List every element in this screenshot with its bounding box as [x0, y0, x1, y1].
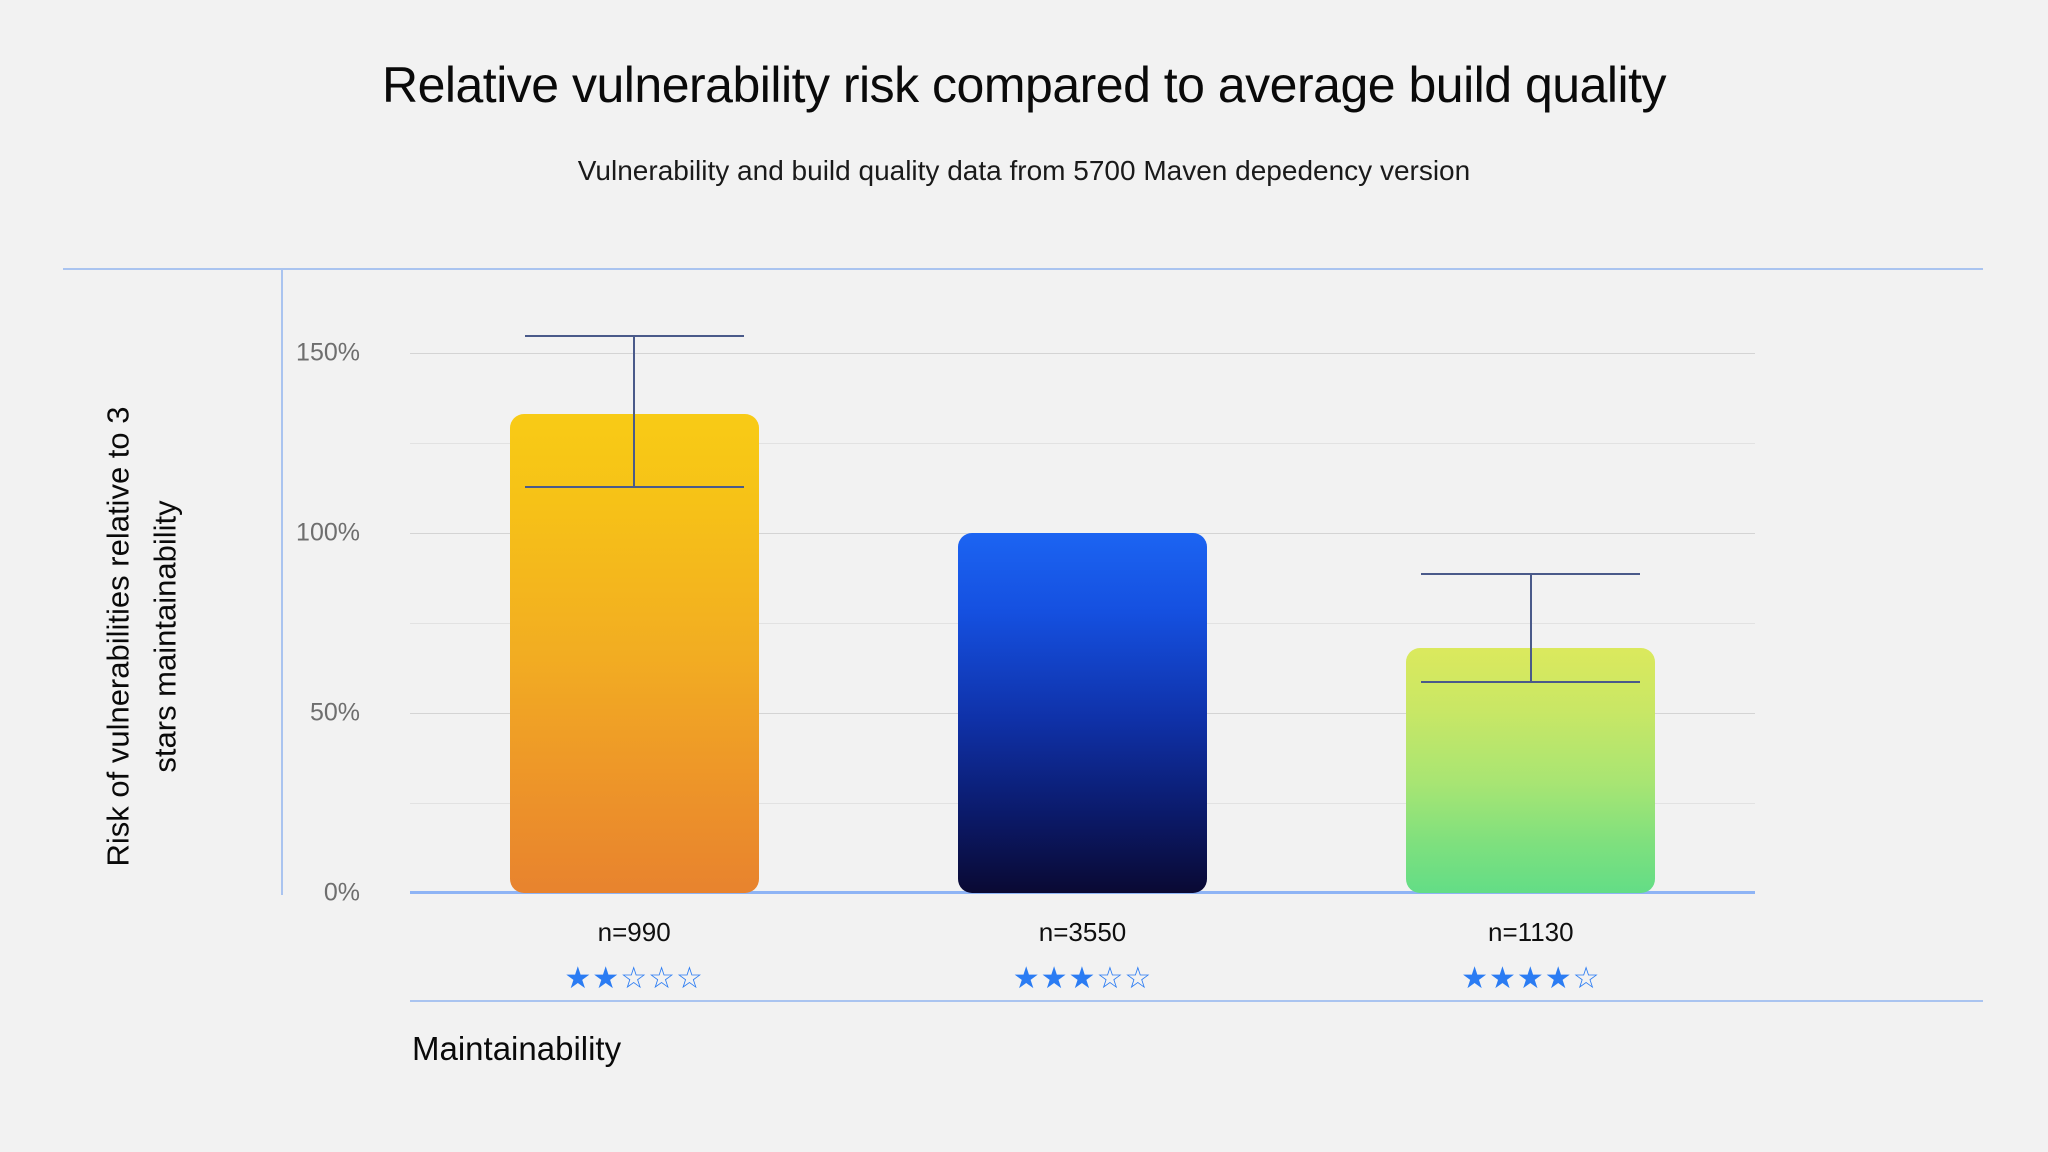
- chart-subtitle: Vulnerability and build quality data fro…: [577, 155, 1471, 186]
- y-tick-label-150pct: 150%: [296, 338, 360, 367]
- category-group-n=3550: n=3550 ★★★☆☆: [1013, 917, 1152, 994]
- gridline-150: [410, 353, 1755, 354]
- y-axis-title-line2: stars maintainability: [147, 500, 182, 773]
- gridline-125: [410, 443, 1755, 444]
- star-rating-icon-2-of-5: ★★☆☆☆: [564, 962, 704, 995]
- category-group-n=1130: n=1130 ★★★★☆: [1461, 917, 1600, 994]
- errorbar-cap-low-n=1130: [1421, 680, 1641, 683]
- errorbar-cap-high-n=1130: [1421, 572, 1641, 575]
- plot-area: 0% 50% 100% 150% n=990 ★★☆☆☆ n=3550 ★★★☆☆ n=1130…: [296, 335, 1755, 994]
- y-axis-title-line1: Risk of vulnerabilities relative to 3: [100, 406, 136, 867]
- bar-n=1130[interactable]: [1406, 648, 1656, 893]
- y-tick-label-50pct: 50%: [309, 698, 360, 727]
- y-tick-label-100pct: 100%: [296, 518, 360, 547]
- frame-bottom-rule: [410, 1000, 1983, 1002]
- category-count-label: n=3550: [1038, 917, 1127, 947]
- errorbar-whisker-n=990: [633, 335, 636, 487]
- y-tick-label-0pct: 0%: [323, 878, 360, 907]
- y-axis-title: Risk of vulnerabilities relative to 3 st…: [96, 377, 189, 897]
- category-group-n=990: n=990 ★★☆☆☆: [564, 917, 703, 994]
- bar-n=990[interactable]: [509, 414, 759, 893]
- star-rating-icon-3-of-5: ★★★☆☆: [1012, 962, 1153, 995]
- y-axis-line: [281, 268, 283, 895]
- x-axis-title: Maintainability: [412, 1030, 622, 1067]
- bar-n=3550[interactable]: [958, 533, 1207, 893]
- star-rating-icon-4-of-5: ★★★★☆: [1461, 962, 1601, 995]
- frame-top-rule: [63, 268, 1983, 270]
- category-count-label: n=1130: [1488, 917, 1574, 947]
- errorbar-whisker-n=1130: [1529, 572, 1532, 681]
- chart-title: Relative vulnerability risk compared to …: [381, 57, 1667, 113]
- category-count-label: n=990: [597, 917, 671, 947]
- errorbar-cap-high-n=990: [524, 335, 744, 337]
- errorbar-cap-low-n=990: [524, 486, 744, 489]
